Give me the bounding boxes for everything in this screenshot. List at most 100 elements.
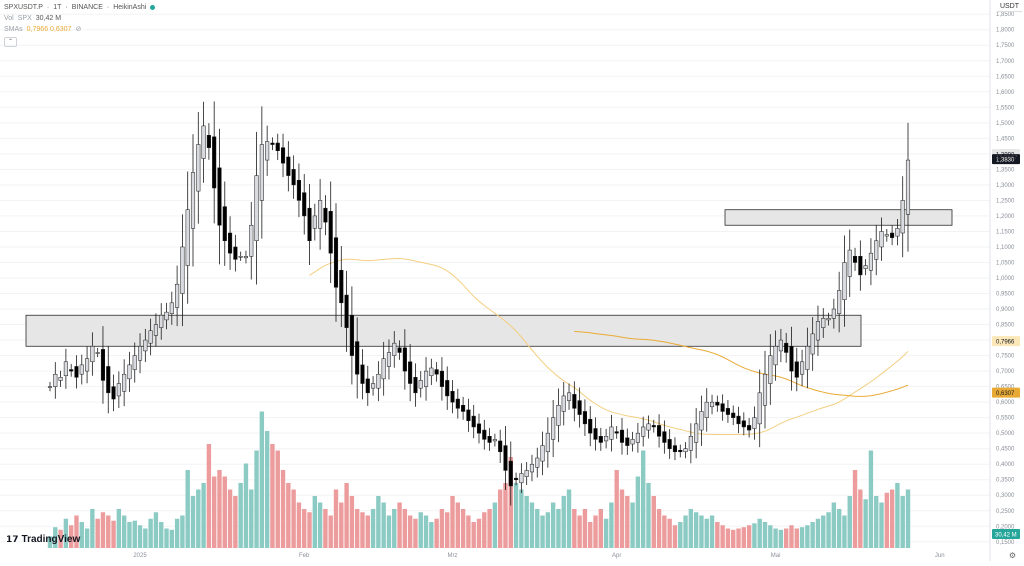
price-tick-label: 1,6000 bbox=[996, 90, 1015, 96]
time-axis[interactable]: 2025 Feb Mrz Apr Mai Jun bbox=[133, 553, 944, 559]
candle-body bbox=[402, 347, 407, 372]
candle-body bbox=[593, 428, 598, 440]
volume-bar bbox=[317, 502, 323, 548]
candle-body bbox=[69, 369, 74, 372]
volume-bar bbox=[503, 483, 508, 548]
volume-bar bbox=[821, 515, 826, 548]
price-tick-label: 0,3000 bbox=[996, 493, 1015, 499]
volume-bar bbox=[148, 518, 153, 548]
candles[interactable] bbox=[47, 101, 911, 506]
candle-body bbox=[222, 206, 227, 242]
symbol-row[interactable]: SPXUSDT.P · 1T · BINANCE · HeikinAshi bbox=[4, 2, 156, 13]
candle-body bbox=[74, 366, 79, 378]
volume-bar bbox=[752, 523, 757, 548]
candle-body bbox=[858, 256, 863, 276]
price-axis[interactable]: 1,8500 1,8000 1,7500 1,7000 1,6500 1,6000 1,55… bbox=[996, 12, 1015, 546]
volume-bar bbox=[471, 522, 476, 548]
candle-body bbox=[254, 175, 259, 242]
volume-bar bbox=[768, 525, 773, 548]
candle-body bbox=[704, 401, 709, 418]
candle-body bbox=[95, 352, 100, 354]
candle-body bbox=[122, 373, 127, 392]
candle-body bbox=[566, 392, 572, 401]
candle-body bbox=[434, 369, 439, 375]
candle-body bbox=[318, 200, 323, 229]
volume-bar bbox=[307, 512, 312, 548]
price-tick-label: 0,6000 bbox=[996, 400, 1015, 406]
volume-bar bbox=[302, 509, 307, 548]
volume-bar bbox=[121, 515, 127, 548]
candle-body bbox=[291, 169, 296, 186]
volume-tag: 30,42 M bbox=[995, 533, 1017, 539]
volume-bar bbox=[53, 527, 58, 548]
volume-bar bbox=[789, 525, 794, 548]
candle-body bbox=[619, 429, 625, 443]
candle-body bbox=[286, 156, 291, 176]
price-tick-label: 1,7000 bbox=[996, 59, 1015, 65]
volume-row[interactable]: Vol SPX 30,42 M bbox=[4, 13, 155, 24]
settings-icon[interactable]: ⚙ bbox=[1008, 551, 1016, 560]
resistance-zones[interactable] bbox=[25, 209, 953, 347]
candle-body bbox=[662, 431, 667, 443]
volume-bar bbox=[847, 496, 852, 548]
chart-style-label[interactable]: HeikinAshi bbox=[113, 4, 147, 11]
sma-slow-tag-bg bbox=[992, 387, 1020, 398]
volume-bar bbox=[58, 529, 63, 548]
volume-bar bbox=[683, 515, 688, 548]
candle-body bbox=[185, 209, 190, 266]
price-tick-label: 1,0000 bbox=[996, 276, 1015, 282]
volume-bar bbox=[333, 489, 339, 548]
volume-bar bbox=[370, 509, 376, 548]
candle-body bbox=[328, 211, 333, 254]
tradingview-logo[interactable]: 𝟭𝟳 TradingView bbox=[6, 534, 80, 545]
volume-bar bbox=[540, 515, 545, 548]
candle-body bbox=[169, 302, 174, 314]
volume-bar bbox=[842, 515, 847, 548]
candle-body bbox=[355, 341, 360, 375]
candle-body bbox=[614, 431, 619, 434]
volume-bar bbox=[211, 476, 217, 548]
volume-bar bbox=[243, 463, 249, 548]
volume-bar bbox=[487, 509, 492, 548]
volume-bar bbox=[259, 411, 265, 548]
candle-body bbox=[132, 355, 137, 370]
candle-body bbox=[381, 358, 386, 380]
price-tick-label: 0,4500 bbox=[996, 447, 1015, 453]
support-zone bbox=[25, 314, 862, 347]
candle-body bbox=[498, 440, 503, 453]
candle-body bbox=[524, 470, 529, 477]
volume-bar bbox=[217, 470, 222, 548]
candle-body bbox=[137, 346, 143, 361]
volume-bar bbox=[254, 450, 259, 548]
volume-bar bbox=[339, 502, 344, 548]
candle-body bbox=[344, 294, 349, 328]
candle-body bbox=[296, 179, 301, 201]
candle-body bbox=[699, 411, 704, 431]
market-status-icon bbox=[150, 5, 156, 10]
candle-body bbox=[360, 364, 365, 384]
volume-bar bbox=[68, 525, 74, 548]
price-tick-label: 1,0500 bbox=[996, 260, 1015, 266]
volume-bar bbox=[476, 518, 482, 548]
sma-fast-tag-bg bbox=[992, 336, 1020, 347]
candle-body bbox=[397, 347, 402, 353]
timeframe-label[interactable]: 1T bbox=[53, 4, 62, 11]
resistance-zone bbox=[724, 209, 953, 226]
volume-bar bbox=[455, 502, 461, 548]
collapse-legend-button[interactable]: ⌃ bbox=[4, 37, 17, 47]
currency-selector[interactable]: USDT bbox=[996, 2, 1022, 12]
candle-body bbox=[529, 463, 535, 473]
symbol-label[interactable]: SPXUSDT.P bbox=[4, 4, 43, 11]
candle-body bbox=[439, 370, 444, 387]
candle-body bbox=[307, 207, 312, 242]
volume-bar bbox=[529, 502, 535, 548]
sma-row[interactable]: SMAs 0,7966 0,6307 ⊘ bbox=[4, 24, 155, 35]
volume-bar bbox=[720, 525, 725, 548]
hide-icon[interactable]: ⊘ bbox=[75, 26, 82, 33]
candle-body bbox=[90, 346, 95, 363]
candle-body bbox=[482, 429, 487, 440]
candle-body bbox=[895, 228, 900, 237]
candle-body bbox=[561, 395, 566, 412]
